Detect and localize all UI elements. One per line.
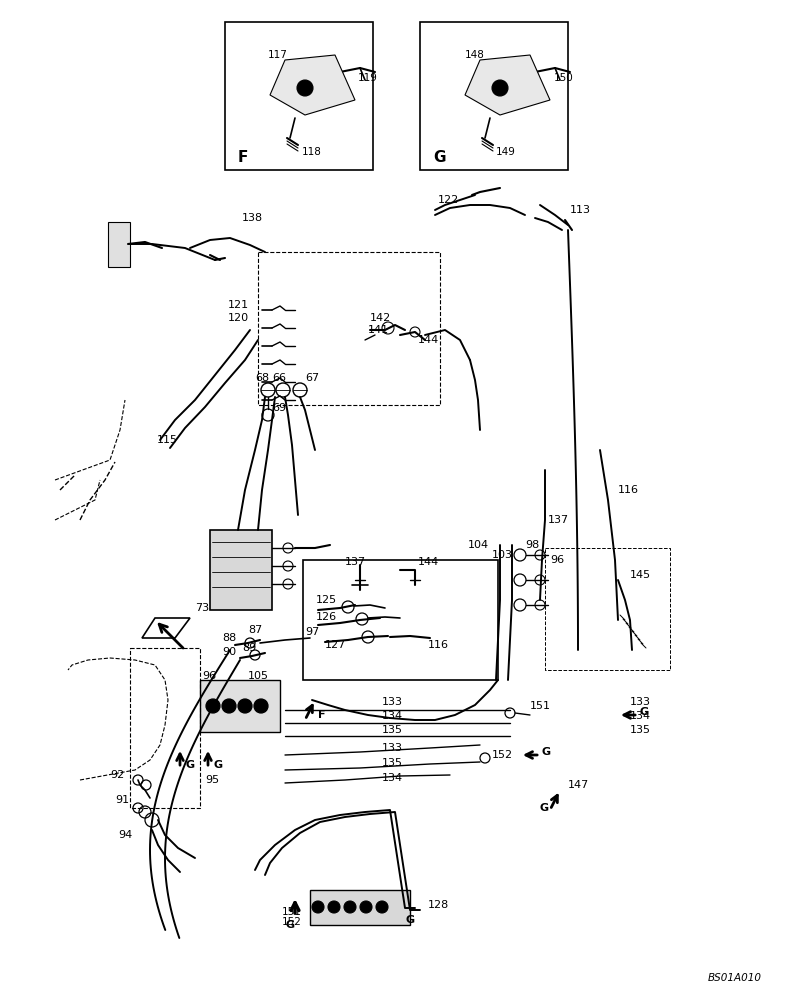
Text: 68: 68 (255, 373, 269, 383)
Text: 152: 152 (492, 750, 513, 760)
Circle shape (258, 703, 264, 709)
Circle shape (360, 901, 372, 913)
Text: F: F (318, 710, 326, 720)
Text: 122: 122 (438, 195, 459, 205)
Text: 147: 147 (568, 780, 589, 790)
Text: 90: 90 (222, 647, 236, 657)
Bar (108, 222, 130, 267)
Text: 127: 127 (325, 640, 347, 650)
Text: 142: 142 (370, 313, 391, 323)
Polygon shape (270, 55, 355, 115)
Text: 94: 94 (118, 830, 133, 840)
Bar (210, 530, 272, 610)
Text: 152: 152 (282, 917, 302, 927)
Text: 128: 128 (428, 900, 449, 910)
Circle shape (492, 80, 508, 96)
Text: 69: 69 (272, 403, 286, 413)
Bar (200, 680, 280, 732)
Text: 138: 138 (242, 213, 263, 223)
Text: 151: 151 (530, 701, 551, 711)
Text: 133: 133 (630, 697, 651, 707)
Text: 149: 149 (496, 147, 516, 157)
Text: 120: 120 (228, 313, 249, 323)
Text: 66: 66 (272, 373, 286, 383)
Circle shape (328, 901, 340, 913)
Text: 141: 141 (368, 325, 389, 335)
Text: 115: 115 (157, 435, 178, 445)
Text: 105: 105 (248, 671, 269, 681)
Circle shape (496, 84, 504, 92)
Text: 119: 119 (358, 73, 378, 83)
Text: 87: 87 (248, 625, 263, 635)
Text: 144: 144 (418, 557, 440, 567)
Circle shape (376, 901, 388, 913)
Text: 67: 67 (305, 373, 319, 383)
Circle shape (297, 80, 313, 96)
Text: 116: 116 (428, 640, 449, 650)
Text: 135: 135 (382, 758, 403, 768)
Text: 103: 103 (492, 550, 513, 560)
Text: 73: 73 (195, 603, 209, 613)
Circle shape (226, 703, 232, 709)
Text: G: G (185, 760, 194, 770)
Text: G: G (542, 747, 551, 757)
Text: 137: 137 (345, 557, 366, 567)
Circle shape (312, 901, 324, 913)
Text: 88: 88 (222, 633, 236, 643)
Circle shape (222, 699, 236, 713)
Text: G: G (540, 803, 549, 813)
Circle shape (344, 901, 356, 913)
Polygon shape (465, 55, 550, 115)
Bar (303, 560, 498, 680)
Text: F: F (238, 150, 248, 165)
Bar (225, 22, 373, 170)
Circle shape (254, 699, 268, 713)
Text: 126: 126 (316, 612, 337, 622)
Text: 97: 97 (305, 627, 319, 637)
Text: G: G (433, 150, 445, 165)
Text: 134: 134 (382, 711, 403, 721)
Text: 137: 137 (548, 515, 569, 525)
Text: G: G (213, 760, 222, 770)
Text: 134: 134 (630, 711, 651, 721)
Text: 98: 98 (525, 540, 539, 550)
Text: 135: 135 (382, 725, 403, 735)
Circle shape (210, 703, 216, 709)
Text: G: G (285, 920, 294, 930)
Text: 95: 95 (205, 775, 219, 785)
Text: 91: 91 (115, 795, 129, 805)
Text: 151: 151 (282, 907, 302, 917)
Text: 92: 92 (110, 770, 124, 780)
Text: 113: 113 (570, 205, 591, 215)
Text: 148: 148 (465, 50, 485, 60)
Text: 133: 133 (382, 743, 403, 753)
Text: 145: 145 (630, 570, 651, 580)
Text: 116: 116 (618, 485, 639, 495)
Text: G: G (405, 915, 415, 925)
Text: G: G (640, 707, 649, 717)
Text: 104: 104 (468, 540, 489, 550)
Text: 96: 96 (202, 671, 216, 681)
Text: BS01A010: BS01A010 (708, 973, 762, 983)
Text: 117: 117 (268, 50, 288, 60)
Text: 144: 144 (418, 335, 440, 345)
Text: 134: 134 (382, 773, 403, 783)
Text: 150: 150 (554, 73, 574, 83)
Text: 133: 133 (382, 697, 403, 707)
Bar (420, 22, 568, 170)
Text: 121: 121 (228, 300, 249, 310)
Circle shape (238, 699, 252, 713)
Text: 125: 125 (316, 595, 337, 605)
Circle shape (242, 703, 248, 709)
Text: 135: 135 (630, 725, 651, 735)
Bar (310, 890, 410, 925)
Text: 96: 96 (550, 555, 564, 565)
Text: 118: 118 (302, 147, 322, 157)
Circle shape (301, 84, 309, 92)
Text: 89: 89 (242, 643, 256, 653)
Circle shape (206, 699, 220, 713)
